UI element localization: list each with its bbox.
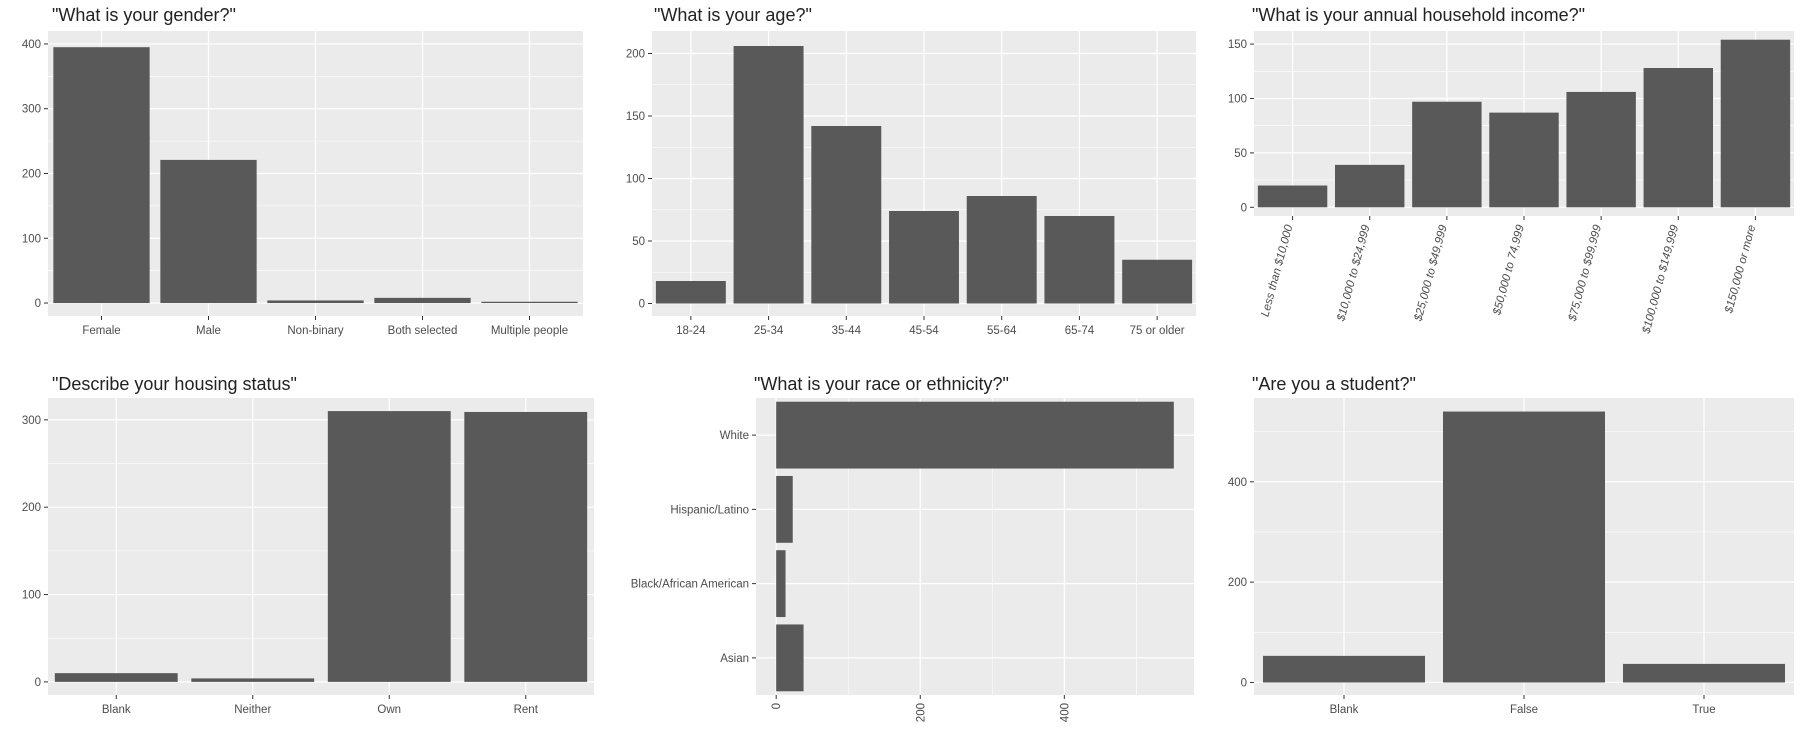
x-tick-label: Male (196, 325, 221, 337)
bar-blank (54, 673, 178, 682)
bar-10-000-to-24-999 (1335, 164, 1405, 208)
bar-multiple-people (481, 301, 578, 304)
y-tick-label: 0 (1241, 202, 1247, 214)
x-tick-label: Blank (1330, 704, 1359, 716)
bar-25-34 (733, 46, 804, 304)
x-tick-label: 55-64 (987, 325, 1017, 337)
bar-25-000-to-49-999 (1412, 101, 1482, 208)
bar-white (776, 401, 1174, 469)
race-bar-chart: 0 200 400 White Hispanic/Latino Black/African… (631, 398, 1194, 722)
y-tick-label: 400 (22, 39, 41, 51)
age-bar-chart: 0 50 100 150 200 18-24 25-34 35-44 45-54 55-64 65-… (626, 31, 1196, 337)
y-tick-label: 200 (22, 502, 41, 514)
student-bar-chart: 0 200 400 Blank False True (1228, 398, 1794, 716)
x-tick-label: $150,000 or more (1723, 224, 1758, 316)
x-tick-label: $75,000 to $99,999 (1567, 223, 1605, 323)
bar-blank (1263, 655, 1425, 683)
y-tick-label: 100 (626, 174, 645, 186)
y-tick-label: Asian (720, 653, 749, 665)
chart-title-housing: "Describe your housing status" (52, 374, 297, 394)
x-tick-label: Own (377, 704, 401, 716)
x-tick-label: Female (82, 325, 120, 337)
y-tick-label: 150 (626, 111, 645, 123)
bar-18-24 (655, 281, 726, 304)
x-tick-label: 45-54 (909, 325, 939, 337)
y-tick-label: 0 (639, 299, 645, 311)
bar-150-000-or-more (1720, 39, 1791, 208)
gender-bar-chart: 0 100 200 300 400 Female Male Non-binary Both se… (22, 31, 583, 337)
y-tick-label: 200 (22, 169, 41, 181)
bar-own (327, 411, 451, 682)
y-tick-label: 400 (1228, 477, 1247, 489)
x-tick-label: $100,000 to $149,999 (1640, 223, 1681, 336)
bar-both-selected (374, 297, 471, 304)
y-tick-label: 0 (1241, 677, 1247, 689)
chart-title-gender: "What is your gender?" (52, 5, 236, 25)
y-tick-label: 100 (22, 590, 41, 602)
x-tick-label: $50,000 to 74,999 (1491, 223, 1527, 317)
y-tick-label: 100 (1228, 93, 1247, 105)
income-bar-chart: 0 50 100 150 Less than $10,000 $10,000 to $24… (1228, 31, 1794, 336)
chart-title-age: "What is your age?" (654, 5, 812, 25)
y-tick-label: 200 (1228, 577, 1247, 589)
y-tick-label: 300 (22, 415, 41, 427)
bar-100-000-to-149-999 (1643, 68, 1713, 208)
bar-45-54 (889, 211, 959, 304)
bar-rent (464, 411, 588, 682)
bar-true (1623, 663, 1785, 683)
x-tick-label: Less than $10,000 (1259, 223, 1295, 318)
y-tick-label: 0 (35, 677, 41, 689)
bar-neither (191, 678, 315, 682)
bar-black-african-american (776, 550, 786, 618)
bar-non-binary (267, 300, 364, 304)
bar-75-or-older (1122, 259, 1193, 304)
x-tick-label: True (1692, 704, 1715, 716)
y-tick-label: 200 (626, 49, 645, 61)
x-tick-label: 18-24 (676, 325, 706, 337)
chart-title-race: "What is your race or ethnicity?" (754, 374, 1009, 394)
x-tick-label: 200 (915, 703, 927, 722)
x-tick-label: $25,000 to $49,999 (1412, 223, 1450, 323)
x-tick-label: False (1510, 704, 1538, 716)
x-tick-label: Multiple people (491, 325, 568, 337)
bar-false (1443, 411, 1605, 683)
chart-title-student: "Are you a student?" (1252, 374, 1416, 394)
bar-hispanic-latino (776, 475, 793, 543)
bar-50-000-to-74-999 (1489, 112, 1559, 208)
bar-55-64 (966, 196, 1037, 304)
y-tick-label: 100 (22, 233, 41, 245)
y-tick-label: 0 (35, 298, 41, 310)
bar-65-74 (1044, 216, 1115, 304)
x-tick-label: Both selected (388, 325, 458, 337)
x-tick-label: 65-74 (1065, 325, 1095, 337)
x-tick-label: Blank (102, 704, 131, 716)
x-tick-label: 0 (771, 703, 783, 709)
x-tick-label: 400 (1059, 703, 1071, 722)
y-tick-label: White (720, 430, 749, 442)
bar-75-000-to-99-999 (1566, 91, 1636, 208)
x-tick-label: 25-34 (754, 325, 784, 337)
x-tick-label: 75 or older (1130, 325, 1185, 337)
x-tick-label: Rent (514, 704, 539, 716)
bar-female (53, 47, 150, 304)
x-tick-label: Non-binary (287, 325, 343, 337)
bar-asian (776, 624, 804, 692)
bar-35-44 (811, 126, 882, 304)
x-tick-label: Neither (234, 704, 271, 716)
chart-title-income: "What is your annual household income?" (1252, 5, 1585, 25)
y-tick-label: Black/African American (631, 579, 749, 591)
y-tick-label: Hispanic/Latino (670, 504, 749, 516)
y-tick-label: 150 (1228, 39, 1247, 51)
y-tick-label: 50 (632, 236, 645, 248)
x-tick-label: 35-44 (832, 325, 862, 337)
bar-male (160, 159, 257, 304)
y-tick-label: 50 (1234, 148, 1247, 160)
bar-less-than-10-000 (1257, 185, 1328, 208)
housing-bar-chart: 0 100 200 300 Blank Neither Own Rent (22, 398, 594, 716)
x-tick-label: $10,000 to $24,999 (1335, 223, 1373, 323)
y-tick-label: 300 (22, 104, 41, 116)
